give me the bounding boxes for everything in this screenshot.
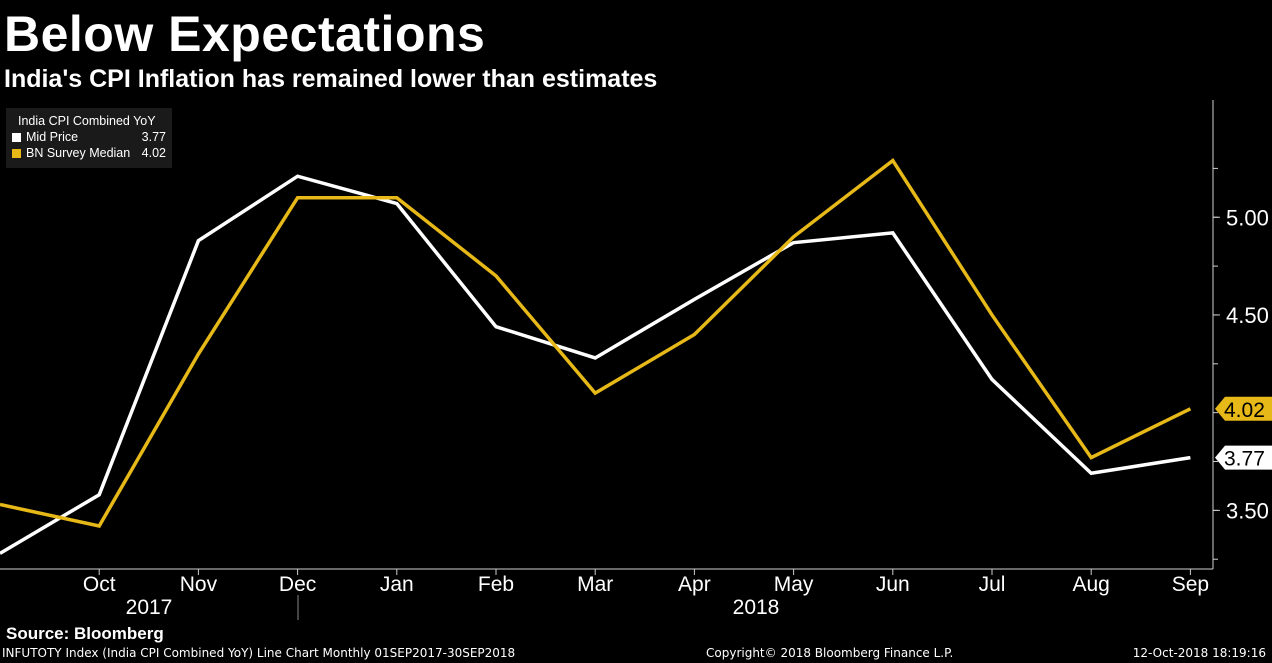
- legend-item-bn-survey-median: BN Survey Median 4.02: [6, 145, 172, 161]
- legend-label: Mid Price: [26, 130, 79, 144]
- series-line-bn-survey-median: [0, 158, 1192, 528]
- x-tick-label: Jul: [979, 573, 1006, 596]
- x-tick-label: Feb: [478, 573, 514, 596]
- series-line-mid-price: [0, 174, 1191, 555]
- x-tick-label: Nov: [180, 573, 218, 596]
- x-tick-label: Oct: [83, 573, 116, 596]
- last-value-flag: [1215, 396, 1272, 421]
- y-tick-label: 5.00: [1226, 205, 1269, 230]
- footer-timestamp: 12-Oct-2018 18:19:16: [1132, 646, 1266, 660]
- x-tick-label: Jan: [380, 573, 414, 596]
- source-note: Source: Bloomberg: [6, 624, 164, 643]
- footer-copyright: Copyright© 2018 Bloomberg Finance L.P.: [706, 646, 954, 660]
- x-tick-label: May: [774, 573, 814, 596]
- last-value-label: 4.02: [1224, 399, 1265, 422]
- last-value-label: 3.77: [1224, 448, 1265, 471]
- legend-item-mid-price: Mid Price 3.77: [6, 129, 172, 145]
- chart-subtitle: India's CPI Inflation has remained lower…: [4, 65, 658, 93]
- x-tick-label: Apr: [678, 573, 711, 596]
- x-tick-label: Dec: [279, 573, 316, 596]
- legend-value: 3.77: [141, 130, 166, 144]
- legend-label: BN Survey Median: [26, 146, 131, 160]
- x-tick-label: Mar: [577, 573, 613, 596]
- y-tick-label: 4.50: [1226, 303, 1269, 328]
- x-tick-label: Jun: [876, 573, 910, 596]
- x-tick-label: Aug: [1073, 573, 1110, 596]
- year-label-2017: 2017: [126, 596, 173, 619]
- legend: India CPI Combined YoY Mid Price 3.77 BN…: [6, 108, 172, 168]
- legend-title: India CPI Combined YoY: [18, 114, 156, 128]
- legend-value: 4.02: [141, 146, 166, 160]
- last-value-flag: [1215, 445, 1272, 470]
- y-tick-label: 3.50: [1226, 498, 1269, 523]
- legend-swatch-bn-survey-median: [12, 148, 21, 158]
- footer-index-info: INFUTOTY Index (India CPI Combined YoY) …: [2, 646, 516, 660]
- year-label-2018: 2018: [733, 596, 780, 619]
- legend-swatch-mid-price: [12, 132, 21, 142]
- chart-title: Below Expectations: [4, 6, 486, 62]
- x-tick-label: Sep: [1172, 573, 1209, 596]
